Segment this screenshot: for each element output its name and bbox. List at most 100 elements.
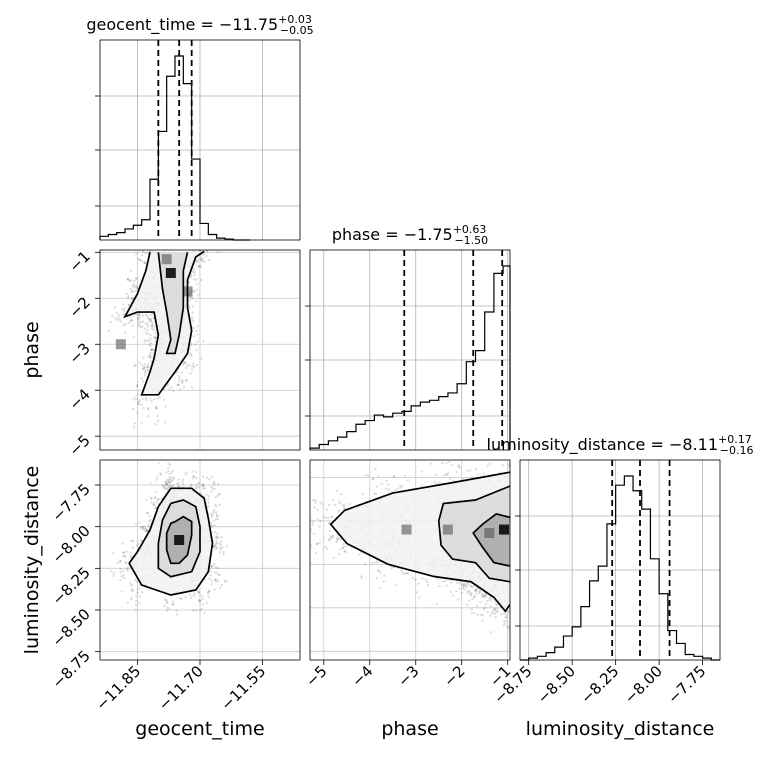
sample-point: [196, 333, 199, 336]
sample-point: [155, 491, 158, 494]
sample-point: [418, 596, 421, 599]
sample-point: [219, 548, 222, 551]
sample-point: [343, 545, 346, 548]
sample-point: [206, 243, 208, 245]
sample-point: [500, 612, 503, 616]
sample-point: [200, 259, 204, 262]
sample-point: [177, 383, 180, 386]
sample-point: [205, 601, 209, 605]
marginal-panel-phase: [309, 249, 511, 451]
sample-point: [215, 514, 219, 518]
sample-point: [154, 336, 157, 339]
sample-point: [141, 244, 143, 246]
sample-point: [138, 227, 140, 229]
sample-point: [360, 575, 363, 578]
sample-point: [210, 583, 213, 586]
sample-point: [502, 624, 505, 627]
sample-point: [134, 522, 138, 526]
sample-point: [197, 591, 201, 594]
sample-point: [190, 386, 194, 389]
sample-point: [192, 475, 195, 478]
sample-point: [200, 594, 203, 598]
sample-point: [322, 515, 325, 518]
sample-point: [159, 472, 162, 475]
sample-point: [472, 595, 476, 598]
sample-point: [208, 241, 210, 243]
sample-point: [165, 609, 169, 613]
sample-point: [147, 414, 150, 418]
title-value: luminosity_distance = −8.11: [487, 435, 718, 455]
sample-point: [143, 261, 146, 264]
sample-point: [320, 503, 324, 506]
sample-point: [137, 403, 140, 406]
density-peak: [161, 254, 172, 265]
sample-point: [112, 571, 116, 575]
sample-point: [214, 496, 217, 499]
sample-point: [137, 324, 141, 327]
sample-point: [183, 361, 187, 364]
sample-point: [137, 313, 141, 316]
sample-point: [177, 478, 180, 481]
sample-point: [129, 269, 133, 273]
sample-point: [134, 599, 138, 603]
sample-point: [364, 474, 368, 477]
sample-point: [547, 621, 549, 623]
sample-point: [195, 486, 198, 490]
sample-point: [137, 400, 140, 404]
sample-point: [213, 483, 216, 487]
sample-point: [481, 594, 484, 597]
sample-point: [184, 361, 187, 364]
sample-point: [346, 544, 349, 548]
sample-point: [210, 490, 214, 493]
sample-point: [462, 584, 466, 588]
sample-point: [460, 591, 464, 595]
sample-point: [147, 355, 150, 358]
sample-point: [140, 403, 143, 406]
density-peak: [484, 528, 495, 539]
sample-point: [158, 395, 162, 399]
sample-point: [190, 275, 193, 278]
sample-point: [146, 365, 149, 369]
sample-point: [488, 599, 491, 602]
xtick-label-luminosity_distance: −8.00: [621, 662, 666, 707]
sample-point: [148, 344, 152, 348]
sample-point: [466, 589, 469, 593]
sample-point: [119, 568, 122, 571]
sample-point: [136, 402, 140, 405]
sample-point: [134, 313, 138, 316]
sample-point: [211, 487, 214, 490]
sample-point: [156, 498, 160, 501]
sample-point: [379, 571, 382, 574]
sample-point: [307, 526, 309, 528]
sample-point: [331, 536, 335, 539]
sample-point: [220, 583, 224, 587]
sample-point: [137, 322, 141, 326]
sample-point: [358, 553, 361, 556]
sample-point: [218, 503, 221, 506]
sample-point: [211, 226, 213, 228]
sample-point: [216, 483, 220, 486]
sample-point: [150, 320, 154, 324]
sample-point: [139, 258, 142, 262]
sample-point: [421, 577, 424, 580]
sample-point: [465, 585, 468, 589]
sample-point: [166, 384, 169, 387]
sample-point: [159, 473, 163, 476]
sample-point: [213, 504, 217, 507]
sample-point: [520, 603, 522, 605]
sample-point: [144, 530, 147, 533]
sample-point: [383, 574, 386, 577]
sample-point: [429, 462, 433, 465]
sample-point: [214, 565, 218, 569]
title-err-plus: +0.17: [718, 433, 752, 446]
sample-point: [147, 523, 150, 527]
sample-point: [181, 381, 184, 384]
sample-point: [137, 393, 140, 396]
sample-point: [486, 599, 489, 603]
joint-panel-phase-luminosity_distance: [307, 460, 549, 660]
sample-point: [307, 539, 309, 541]
sample-point: [310, 544, 313, 547]
sample-point: [140, 526, 143, 530]
sample-point: [189, 352, 192, 355]
sample-point: [148, 250, 152, 252]
